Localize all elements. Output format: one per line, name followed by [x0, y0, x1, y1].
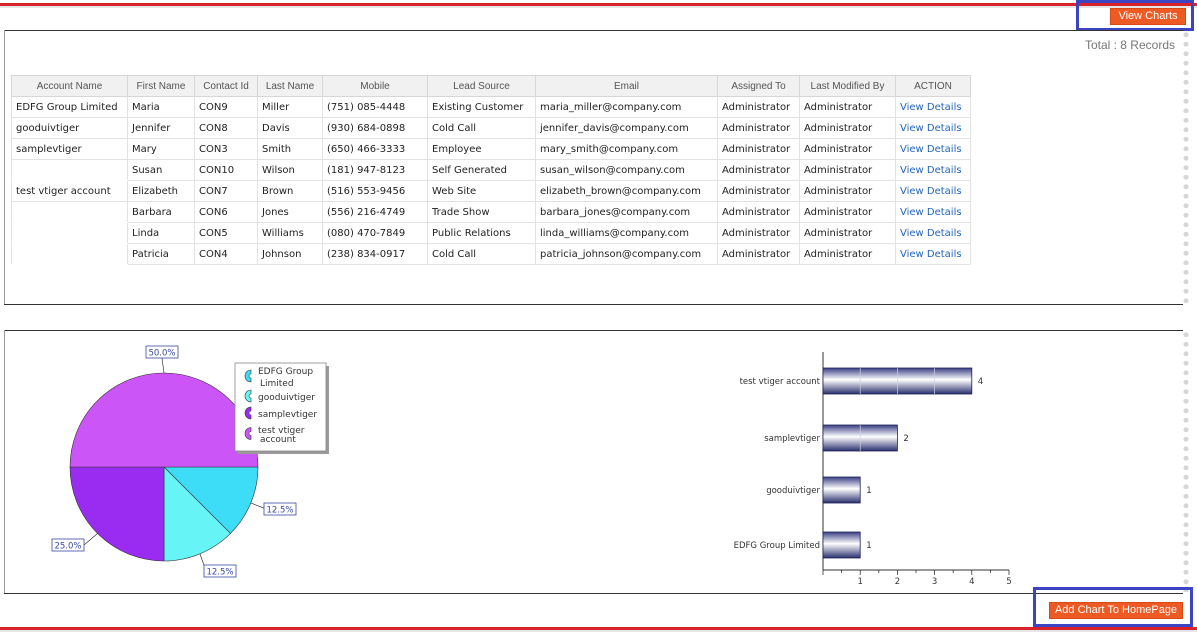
- pie-legend: EDFG Group Limited gooduivtiger samplevtige…: [234, 362, 329, 454]
- col-mobile: Mobile: [322, 75, 428, 97]
- pie-label-text: 12.5%: [206, 568, 233, 578]
- bar-category-label: samplevtiger: [764, 434, 820, 444]
- table-row: EDFG Group Limited Maria CON9 Miller (751) 0…: [11, 96, 971, 118]
- pie-label-box: [263, 502, 297, 516]
- col-email: Email: [535, 75, 718, 97]
- top-gray-rule: [0, 6, 1197, 8]
- bar-x-tick-label: 5: [1006, 577, 1011, 587]
- bar-value-label: 2: [903, 434, 908, 444]
- chart-panel-left-border: [4, 330, 5, 593]
- records-table: Account Name First Name Contact Id Last …: [11, 75, 971, 265]
- view-details-link[interactable]: View Details: [895, 243, 971, 265]
- table-row: samplevtiger Mary CON3 Smith (650) 466-3333 E…: [11, 138, 971, 160]
- bottom-red-rule: [0, 627, 1197, 630]
- cell-lead-source: Cold Call: [427, 243, 536, 265]
- pie-data-label: 12.5%: [263, 502, 297, 516]
- bar-value-label: 1: [866, 541, 871, 551]
- pie-leader-line: [250, 502, 267, 510]
- legend-swatch-icon: [244, 389, 252, 403]
- pie-data-label: 25.0%: [51, 538, 85, 552]
- bar-x-tick-label: 1: [857, 577, 862, 587]
- bottom-gray-rule: [0, 630, 1197, 632]
- legend-label: samplevtiger: [258, 410, 317, 420]
- col-last-name: Last Name: [257, 75, 323, 97]
- pie-slice: [69, 372, 259, 468]
- bar-category-label: EDFG Group Limited: [734, 541, 820, 551]
- chart-panel-bottom-border: [4, 593, 1183, 594]
- records-panel-left-border: [4, 30, 5, 305]
- col-first-name: First Name: [127, 75, 195, 97]
- pie-leader-line: [83, 533, 98, 546]
- pie-data-label: 12.5%: [203, 564, 237, 578]
- add-chart-to-homepage-button[interactable]: Add Chart To HomePage: [1049, 602, 1183, 619]
- pie-label-text: 50.0%: [148, 349, 175, 359]
- bar: [822, 531, 861, 559]
- col-action: ACTION: [895, 75, 971, 97]
- legend-label: Limited: [260, 379, 294, 389]
- pie-label-text: 25.0%: [54, 542, 81, 552]
- pie-leader-line: [161, 357, 165, 374]
- bar-category-label: gooduivtiger: [766, 486, 820, 496]
- bar-value-label: 1: [866, 486, 871, 496]
- table-body: EDFG Group Limited Maria CON9 Miller (751) 0…: [11, 96, 971, 265]
- top-red-rule: [0, 3, 1197, 6]
- total-records-label: Total : 8 Records: [1084, 38, 1175, 52]
- legend-swatch-icon: [244, 369, 252, 383]
- pie-label-box: [203, 564, 237, 578]
- bar-x-tick-label: 3: [932, 577, 937, 587]
- cell-contact-id: CON4: [194, 243, 258, 265]
- records-panel-top-border: [4, 30, 1183, 31]
- pie-slice: [69, 466, 165, 562]
- legend-swatch-icon: [244, 406, 252, 420]
- pie-label-box: [145, 345, 179, 359]
- col-lead-source: Lead Source: [427, 75, 536, 97]
- chart-panel-top-border: [4, 330, 1183, 331]
- legend-label: test vtiger: [258, 426, 305, 436]
- view-charts-button[interactable]: View Charts: [1110, 8, 1186, 25]
- bar-x-tick-label: 4: [969, 577, 974, 587]
- pie-data-label: 50.0%: [145, 345, 179, 359]
- legend-label: EDFG Group: [258, 367, 313, 377]
- table-header-row: Account Name First Name Contact Id Last …: [11, 75, 971, 97]
- pie-slice: [163, 466, 259, 534]
- pie-label-box: [51, 538, 85, 552]
- legend-swatch-icon: [244, 427, 252, 440]
- legend-label: gooduivtiger: [258, 393, 315, 403]
- col-account-name: Account Name: [11, 75, 128, 97]
- records-panel-bottom-border: [4, 304, 1183, 305]
- table-row: Susan CON10 Wilson (181) 947-8123 Self Gener…: [11, 159, 971, 181]
- legend-label: account: [260, 435, 296, 445]
- bar: [822, 476, 861, 504]
- chart-panel-scrollbar[interactable]: [1183, 330, 1189, 592]
- table-row: gooduivtiger Jennifer CON8 Davis (930) 684-0…: [11, 117, 971, 139]
- pie-label-text: 12.5%: [266, 506, 293, 516]
- bar-category-label: test vtiger account: [740, 377, 821, 387]
- table-row: Patricia CON4 Johnson (238) 834-0917 Cold Ca…: [11, 243, 971, 265]
- records-panel-scrollbar[interactable]: [1183, 30, 1189, 304]
- bar-value-label: 4: [978, 377, 983, 387]
- pie-slice: [163, 466, 231, 562]
- bar-x-tick-label: 2: [895, 577, 900, 587]
